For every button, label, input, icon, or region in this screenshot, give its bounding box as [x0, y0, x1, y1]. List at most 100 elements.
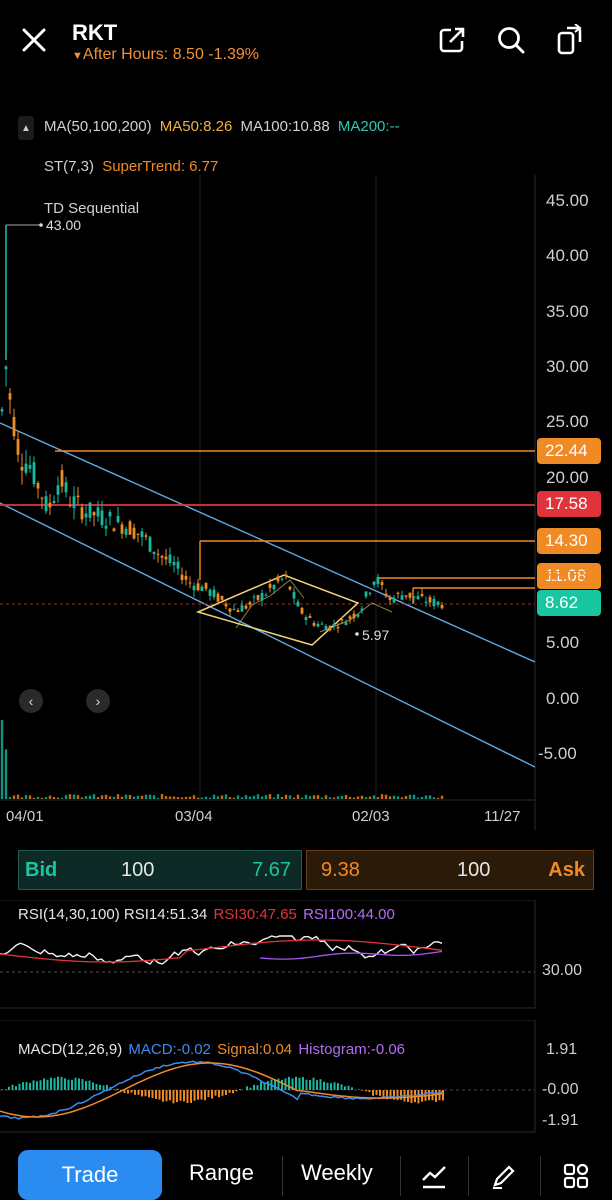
- histogram-bar: [25, 1081, 28, 1090]
- high-price-label: 43.00: [46, 217, 82, 233]
- diamond-pattern: [195, 574, 360, 646]
- candle-body: [288, 586, 292, 590]
- histogram-bar: [228, 1090, 231, 1093]
- candle-body: [92, 512, 96, 516]
- candle-body: [220, 595, 224, 600]
- histogram-bar: [330, 1083, 332, 1090]
- candle-body: [420, 594, 424, 597]
- histogram-bar: [211, 1090, 213, 1099]
- search-button[interactable]: [493, 22, 529, 58]
- volume-bar: [416, 797, 420, 799]
- volume-bar: [288, 795, 292, 799]
- candle-body: [424, 601, 428, 603]
- more-button[interactable]: [562, 1162, 590, 1195]
- switch-button[interactable]: [552, 22, 588, 58]
- ask-panel[interactable]: 9.38 100 Ask: [306, 850, 594, 890]
- volume-bar: [36, 796, 40, 799]
- weekly-tab[interactable]: Weekly: [301, 1160, 373, 1185]
- histogram-bar: [43, 1078, 45, 1090]
- volume-bar: [268, 794, 272, 799]
- scroll-left-button[interactable]: ‹: [19, 689, 43, 713]
- macd-axis-label: -1.91: [542, 1112, 579, 1129]
- volume-bar: [12, 795, 16, 799]
- volume-bar: [108, 796, 112, 799]
- histogram-bar: [302, 1077, 304, 1090]
- histogram-bar: [141, 1090, 143, 1097]
- close-button[interactable]: [16, 22, 52, 58]
- candle-body: [364, 591, 368, 597]
- histogram-bar: [190, 1090, 192, 1103]
- histogram-bar: [309, 1079, 311, 1090]
- volume-bar: [168, 796, 172, 799]
- price-axis-label: 5.00: [546, 633, 580, 653]
- histogram-bar: [148, 1090, 150, 1098]
- share-button[interactable]: [434, 22, 470, 58]
- volume-bar: [384, 794, 388, 799]
- candle-body: [312, 622, 316, 626]
- td-sequential-legend[interactable]: TD Sequential: [44, 200, 140, 217]
- histogram-bar: [95, 1084, 98, 1090]
- bid-label: Bid: [25, 858, 58, 881]
- candle-body: [392, 597, 396, 603]
- volume-bar: [224, 794, 228, 799]
- histogram-bar: [204, 1090, 206, 1101]
- draw-button[interactable]: [490, 1162, 518, 1195]
- histogram-bar: [298, 1077, 301, 1090]
- volume-bar: [232, 797, 236, 799]
- volume-bar: [120, 796, 124, 799]
- histogram-bar: [127, 1090, 129, 1094]
- channel-upper-line: [0, 422, 536, 663]
- histogram-bar: [305, 1079, 308, 1090]
- volume-bar: [24, 795, 28, 799]
- candle-body: [96, 507, 100, 517]
- candle-body: [264, 594, 268, 596]
- rsi-chart[interactable]: [0, 900, 612, 1010]
- candle-body: [152, 551, 156, 554]
- rsi-legend[interactable]: RSI(14,30,100) RSI14:51.34 RSI30:47.65 R…: [18, 906, 395, 923]
- date-label: 11/27: [484, 808, 521, 825]
- volume-bar: [280, 796, 284, 799]
- trade-button[interactable]: Trade: [18, 1150, 162, 1200]
- volume-bar: [100, 795, 104, 799]
- price-axis-label: 25.00: [546, 412, 589, 432]
- volume-bar: [84, 795, 88, 799]
- histogram-bar: [186, 1090, 189, 1103]
- price-chart[interactable]: [0, 100, 612, 840]
- histogram-bar: [295, 1076, 297, 1090]
- bid-panel[interactable]: Bid 100 7.67: [18, 850, 302, 890]
- histogram-bar: [32, 1080, 35, 1090]
- candle-body: [300, 607, 304, 614]
- histogram-bar: [92, 1082, 94, 1090]
- scroll-right-button[interactable]: ›: [86, 689, 110, 713]
- candle-body: [24, 463, 28, 473]
- volume-bar: [412, 794, 416, 799]
- volume-bar: [156, 797, 160, 799]
- supertrend-legend[interactable]: ST(7,3) SuperTrend: 6.77: [44, 158, 219, 175]
- candle-body: [432, 598, 436, 607]
- symbol-title: RKT: [72, 20, 118, 45]
- histogram-bar: [158, 1090, 161, 1100]
- macd-chart[interactable]: [0, 1020, 612, 1135]
- ma-legend[interactable]: MA(50,100,200) MA50:8.26 MA100:10.88 MA2…: [44, 118, 400, 135]
- volume-bar: [188, 796, 192, 799]
- rsi-level-label: 30.00: [542, 962, 583, 979]
- volume-bars: [0, 719, 444, 799]
- volume-bar: [364, 797, 368, 799]
- price-tag: 17.58: [537, 491, 601, 518]
- volume-bar: [424, 795, 428, 799]
- indicators-button[interactable]: [420, 1162, 448, 1195]
- candle-body: [388, 597, 392, 600]
- volume-bar: [308, 796, 312, 799]
- macd-axis-label: -0.00: [542, 1081, 579, 1098]
- candle-body: [380, 582, 384, 586]
- range-tab[interactable]: Range: [189, 1160, 254, 1185]
- macd-legend[interactable]: MACD(12,26,9) MACD:-0.02 Signal:0.04 His…: [18, 1041, 406, 1058]
- date-label: 04/01: [6, 808, 44, 825]
- histogram-bar: [207, 1090, 210, 1098]
- histogram-bar: [22, 1082, 24, 1090]
- collapse-indicators-button[interactable]: ▲: [18, 116, 34, 140]
- volume-bar: [132, 796, 136, 799]
- candle-body: [40, 497, 44, 499]
- histogram-bar: [442, 1090, 444, 1101]
- volume-bar: [48, 795, 52, 799]
